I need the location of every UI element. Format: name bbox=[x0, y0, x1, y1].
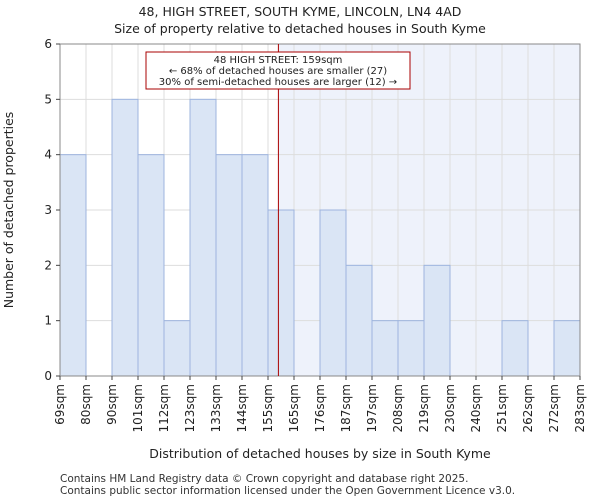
x-tick-label: 69sqm bbox=[53, 384, 67, 425]
annotation-box bbox=[145, 51, 411, 90]
x-tick-label: 197sqm bbox=[365, 384, 379, 432]
bar-112sqm bbox=[163, 320, 191, 377]
x-tick-label: 208sqm bbox=[391, 384, 405, 432]
x-tick-label: 112sqm bbox=[157, 384, 171, 432]
x-tick-label: 262sqm bbox=[521, 384, 535, 432]
x-tick-label: 80sqm bbox=[79, 384, 93, 425]
x-tick-label: 176sqm bbox=[313, 384, 327, 432]
y-tick-label: 3 bbox=[44, 203, 52, 217]
footer-line-2: Contains public sector information licen… bbox=[60, 485, 515, 497]
bar-176sqm bbox=[319, 209, 347, 377]
bar-219sqm bbox=[423, 264, 451, 377]
x-tick-label: 123sqm bbox=[183, 384, 197, 432]
y-tick-label: 6 bbox=[44, 37, 52, 51]
bar-144sqm bbox=[241, 154, 269, 377]
bar-133sqm bbox=[215, 154, 243, 377]
x-tick-label: 90sqm bbox=[105, 384, 119, 425]
bar-208sqm bbox=[397, 320, 425, 377]
x-tick-label: 283sqm bbox=[573, 384, 587, 432]
plot-area: 0 1 2 3 4 5 6 69sqm 80sqm 90sqm 101sqm 112sqm 123sqm… bbox=[44, 37, 587, 432]
bar-69sqm bbox=[59, 154, 87, 377]
y-tick-label: 0 bbox=[44, 369, 52, 383]
bar-187sqm bbox=[345, 264, 373, 377]
x-tick-label: 272sqm bbox=[547, 384, 561, 432]
y-tick-label: 2 bbox=[44, 258, 52, 272]
annotation-line-2: ← 68% of detached houses are smaller (27… bbox=[169, 66, 387, 77]
bar-123sqm bbox=[189, 98, 217, 377]
y-axis-label: Number of detached properties bbox=[1, 112, 16, 309]
bar-155sqm bbox=[267, 209, 295, 377]
x-tick-label: 101sqm bbox=[131, 384, 145, 432]
footer-line-1: Contains HM Land Registry data © Crown c… bbox=[60, 473, 468, 485]
bar-101sqm bbox=[137, 154, 165, 377]
x-tick-label: 133sqm bbox=[209, 384, 223, 432]
x-tick-label: 219sqm bbox=[417, 384, 431, 432]
y-tick-label: 5 bbox=[44, 92, 52, 106]
annotation-line-1: 48 HIGH STREET: 159sqm bbox=[214, 55, 343, 66]
x-axis-label: Distribution of detached houses by size … bbox=[149, 446, 491, 461]
annotation-line-3: 30% of semi-detached houses are larger (… bbox=[159, 77, 397, 88]
x-tick-label: 240sqm bbox=[469, 384, 483, 432]
x-tick-label: 165sqm bbox=[287, 384, 301, 432]
x-tick-label: 187sqm bbox=[339, 384, 353, 432]
bar-197sqm bbox=[371, 320, 399, 377]
y-tick-label: 4 bbox=[44, 148, 52, 162]
bar-251sqm bbox=[501, 320, 529, 377]
x-tick-label: 155sqm bbox=[261, 384, 275, 432]
bar-272sqm bbox=[553, 320, 581, 377]
x-tick-label: 230sqm bbox=[443, 384, 457, 432]
bar-90sqm bbox=[111, 98, 139, 377]
chart-title: 48, HIGH STREET, SOUTH KYME, LINCOLN, LN… bbox=[139, 4, 462, 19]
chart-subtitle: Size of property relative to detached ho… bbox=[114, 21, 486, 36]
x-tick-label: 144sqm bbox=[235, 384, 249, 432]
y-tick-label: 1 bbox=[44, 314, 52, 328]
x-tick-label: 251sqm bbox=[495, 384, 509, 432]
